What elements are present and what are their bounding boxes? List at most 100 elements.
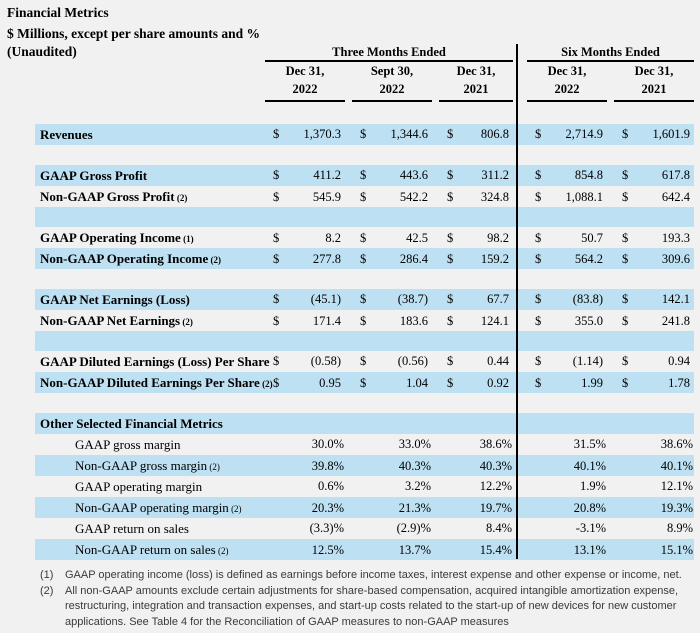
value-cell: $355.0 (527, 311, 607, 332)
currency-symbol: $ (273, 168, 280, 182)
value-cell: $1.99 (527, 373, 607, 394)
currency-symbol: $ (273, 231, 280, 245)
value-cell: 0.6% (317, 479, 344, 493)
footnote-text: GAAP operating income (loss) is defined … (65, 569, 682, 581)
currency-symbol: $ (273, 127, 280, 141)
metric-row: Non-GAAP Net Earnings (2) $171.4 $183.6 $12… (35, 310, 694, 331)
value-cell: $1.04 (352, 373, 432, 394)
amount: 277.8 (312, 252, 341, 266)
period-divider-line (516, 44, 518, 559)
amount: 67.7 (487, 292, 509, 306)
amount: 309.6 (661, 252, 690, 266)
value-cell: $193.3 (614, 228, 694, 249)
value-cell: $1,344.6 (352, 124, 432, 145)
column-header-month: Dec 31, (285, 64, 325, 78)
value-cell: $277.8 (265, 249, 345, 270)
footnote-ref: (2) (208, 255, 222, 265)
row-label: Non-GAAP Operating Income (2) (40, 251, 222, 266)
value-cell: $8.2 (265, 228, 345, 249)
footnote-2: (2) All non-GAAP amounts exclude certain… (40, 584, 695, 631)
currency-symbol: $ (447, 292, 454, 306)
value-cell: $854.8 (527, 165, 607, 186)
value-cell: $545.9 (265, 187, 345, 208)
value-cell: $142.1 (614, 289, 694, 310)
currency-symbol: $ (447, 354, 454, 368)
value-cell: $411.2 (265, 165, 345, 186)
currency-symbol: $ (535, 168, 542, 182)
metric-row: GAAP Diluted Earnings (Loss) Per Share $(… (35, 351, 694, 372)
metric-row: GAAP Net Earnings (Loss) $ (45.1) $ (38.7) $6… (35, 289, 694, 310)
row-label: GAAP gross margin (75, 437, 181, 452)
value-cell: 21.3% (398, 501, 431, 515)
currency-symbol: $ (360, 252, 367, 266)
metric-row: Non-GAAP operating margin (2) 20.3% 21.3% 1… (35, 497, 694, 518)
currency-symbol: $ (360, 231, 367, 245)
value-cell: -3.1% (575, 521, 606, 535)
row-label: GAAP operating margin (75, 479, 203, 494)
column-header-year: 2021 (614, 81, 694, 102)
currency-symbol: $ (622, 292, 629, 306)
metric-row: GAAP gross margin 30.0% 33.0% 38.6% 31.5% 38.… (35, 434, 694, 455)
value-cell: 40.1% (660, 459, 693, 473)
value-cell: $171.4 (265, 311, 345, 332)
currency-symbol: $ (360, 314, 367, 328)
amount: 124.1 (480, 314, 509, 328)
currency-symbol: $ (622, 252, 629, 266)
value-cell: $1.78 (614, 373, 694, 394)
row-label: Non-GAAP operating margin (2) (75, 500, 242, 515)
value-cell: 40.3% (479, 459, 512, 473)
value-cell: $806.8 (439, 124, 513, 145)
value-cell: $0.94 (614, 351, 694, 372)
currency-symbol: $ (273, 190, 280, 204)
column-group-six-months: Six Months Ended (527, 44, 694, 62)
value-cell: $ (0.58) (265, 351, 345, 372)
amount: 1.99 (581, 376, 603, 390)
amount: (0.56) (397, 354, 428, 368)
amount: 171.4 (312, 314, 341, 328)
value-cell: 40.3% (398, 459, 431, 473)
value-cell: 8.4% (485, 521, 512, 535)
amount: 0.94 (668, 354, 690, 368)
currency-symbol: $ (622, 354, 629, 368)
value-cell: $ (38.7) (352, 289, 432, 310)
amount: 0.44 (487, 354, 509, 368)
value-cell: $1,370.3 (265, 124, 345, 145)
value-cell: $159.2 (439, 249, 513, 270)
metric-row: Non-GAAP Operating Income (2) $277.8 $286.… (35, 248, 694, 269)
value-cell: $0.95 (265, 373, 345, 394)
value-cell: $542.2 (352, 187, 432, 208)
currency-symbol: $ (535, 354, 542, 368)
currency-symbol: $ (360, 292, 367, 306)
metric-row: GAAP operating margin 0.6% 3.2% 12.2% 1.9% 12… (35, 476, 694, 497)
document-header: Financial Metrics $ Millions, except per… (7, 3, 260, 44)
footnotes: (1) GAAP operating income (loss) is defi… (40, 568, 695, 630)
value-cell: $ (0.56) (352, 351, 432, 372)
value-cell: $2,714.9 (527, 124, 607, 145)
amount: (45.1) (310, 292, 341, 306)
value-cell: (2.9)% (396, 521, 431, 535)
amount: (0.58) (310, 354, 341, 368)
value-cell: 39.8% (311, 459, 344, 473)
currency-symbol: $ (273, 252, 280, 266)
unaudited-label: (Unaudited) (7, 44, 77, 59)
table-body: Revenues $1,370.3 $1,344.6 $806.8 $2,714.9 $1… (35, 124, 694, 560)
value-cell: 13.7% (398, 543, 431, 557)
value-cell: $42.5 (352, 228, 432, 249)
value-cell: $564.2 (527, 249, 607, 270)
footnote-text: All non-GAAP amounts exclude certain adj… (65, 584, 679, 628)
value-cell: $324.8 (439, 187, 513, 208)
value-cell: $443.6 (352, 165, 432, 186)
value-cell: 13.1% (573, 543, 606, 557)
amount: (83.8) (572, 292, 603, 306)
value-cell: 3.2% (404, 479, 431, 493)
currency-symbol: $ (447, 168, 454, 182)
amount: 50.7 (581, 231, 603, 245)
row-label: Non-GAAP gross margin (2) (75, 458, 220, 473)
amount: (38.7) (397, 292, 428, 306)
amount: 286.4 (399, 252, 428, 266)
footnote-ref: (2) (180, 317, 193, 327)
amount: 8.2 (325, 231, 341, 245)
currency-symbol: $ (622, 314, 629, 328)
currency-symbol: $ (535, 376, 542, 390)
metric-row: GAAP return on sales (3.3)% (2.9)% 8.4% -3.1… (35, 518, 694, 539)
